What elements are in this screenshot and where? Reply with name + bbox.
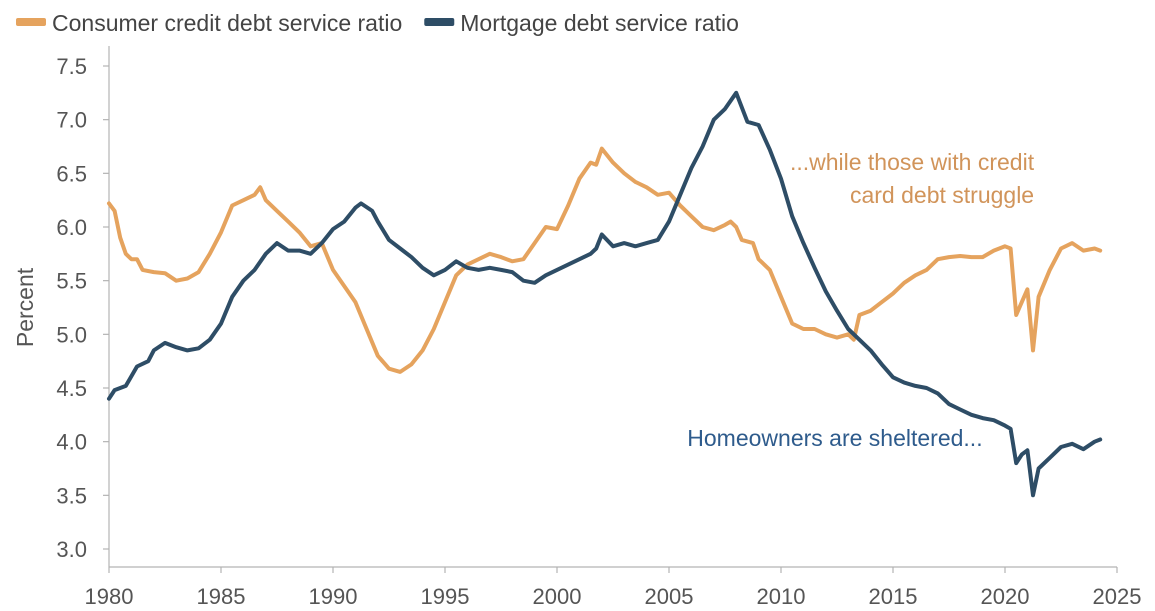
series-layer bbox=[107, 90, 1103, 498]
legend-label: Consumer credit debt service ratio bbox=[52, 10, 402, 36]
x-tick-label: 2025 bbox=[1093, 584, 1142, 609]
y-tick-label: 6.5 bbox=[56, 161, 87, 186]
x-tick-label: 1985 bbox=[197, 584, 246, 609]
legend: Consumer credit debt service ratio Mortga… bbox=[16, 10, 739, 36]
annotation-text: card debt struggle bbox=[850, 182, 1034, 208]
y-tick-label: 3.0 bbox=[56, 537, 87, 562]
x-tick-label: 2010 bbox=[757, 584, 806, 609]
x-tick-label: 1995 bbox=[421, 584, 470, 609]
axes: 3.0 3.5 4.0 4.5 5.0 5.5 6.0 6.5 7.0 7.5 1980 1985 19… bbox=[12, 46, 1141, 609]
legend-swatch bbox=[424, 18, 455, 26]
y-tick-label: 7.5 bbox=[56, 54, 87, 79]
x-tick-label: 2020 bbox=[981, 584, 1030, 609]
annotation-text: Homeowners are sheltered... bbox=[687, 425, 982, 451]
legend-label: Mortgage debt service ratio bbox=[460, 10, 739, 36]
y-tick-label: 7.0 bbox=[56, 108, 87, 133]
y-tick-label: 4.0 bbox=[56, 430, 87, 455]
y-tick-label: 5.5 bbox=[56, 269, 87, 294]
y-axis-title: Percent bbox=[12, 267, 38, 347]
x-tick-label: 2000 bbox=[533, 584, 582, 609]
x-tick-label: 1980 bbox=[85, 584, 134, 609]
annotation-layer: ...while those with credit card debt stru… bbox=[687, 149, 1034, 451]
x-tick-label: 1990 bbox=[309, 584, 358, 609]
x-tick-label: 2005 bbox=[645, 584, 694, 609]
legend-swatch bbox=[16, 18, 46, 26]
y-tick-label: 6.0 bbox=[56, 215, 87, 240]
y-tick-label: 3.5 bbox=[56, 483, 87, 508]
x-tick-label: 2015 bbox=[869, 584, 918, 609]
y-tick-label: 4.5 bbox=[56, 376, 87, 401]
mortgage-line bbox=[107, 90, 1103, 498]
annotation-text: ...while those with credit bbox=[790, 149, 1035, 175]
y-tick-label: 5.0 bbox=[56, 322, 87, 347]
consumer-credit-line bbox=[107, 146, 1103, 374]
